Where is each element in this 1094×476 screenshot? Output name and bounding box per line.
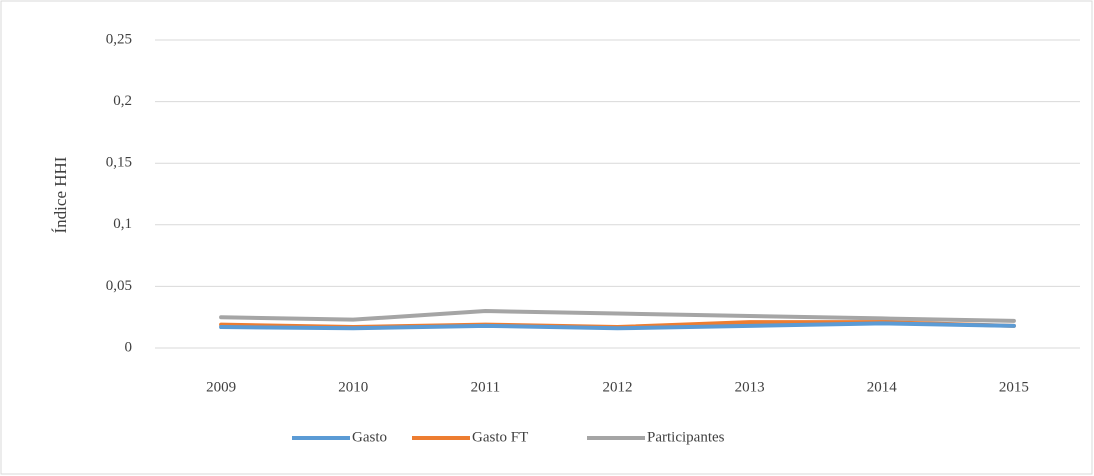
legend-label: Gasto [352, 429, 387, 445]
legend-label: Gasto FT [472, 429, 528, 445]
x-tick-label: 2014 [867, 379, 898, 395]
y-tick-label: 0,25 [106, 31, 132, 47]
x-tick-label: 2011 [471, 379, 500, 395]
y-tick-label: 0,05 [106, 278, 132, 294]
legend-label: Participantes [647, 429, 725, 445]
x-tick-label: 2009 [206, 379, 236, 395]
x-tick-label: 2013 [735, 379, 765, 395]
series-line [219, 321, 1016, 331]
x-tick-label: 2012 [603, 379, 633, 395]
y-axis-label: Índice HHI [51, 156, 70, 233]
x-tick-label: 2015 [999, 379, 1029, 395]
y-tick-label: 0,1 [113, 216, 132, 232]
series-line [219, 309, 1016, 323]
y-tick-label: 0,15 [106, 155, 132, 171]
y-tick-label: 0 [125, 339, 133, 355]
y-tick-label: 0,2 [113, 93, 132, 109]
x-tick-label: 2010 [338, 379, 368, 395]
